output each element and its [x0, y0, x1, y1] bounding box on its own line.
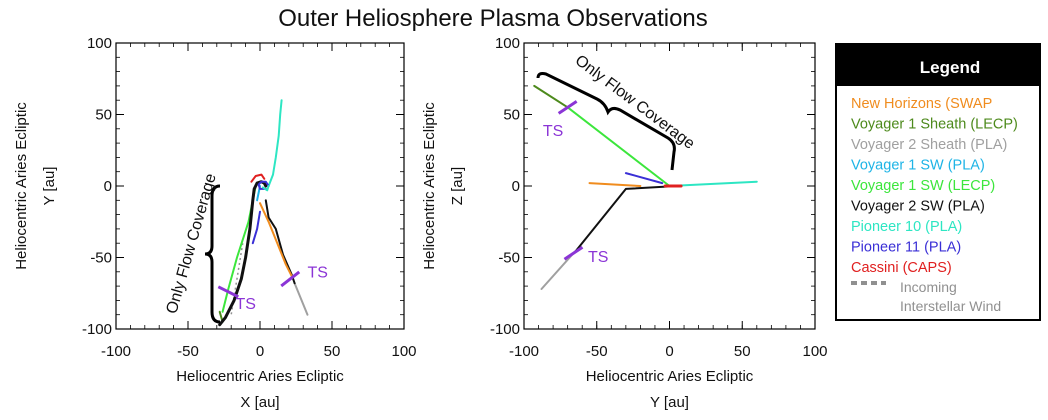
- y-tick-label: 100: [495, 35, 520, 52]
- series-line-new-horizons-swap: [259, 202, 293, 278]
- ts-label: TS: [588, 249, 608, 266]
- x-tick-label: 50: [734, 343, 751, 360]
- y-tick-label: -100: [490, 321, 520, 338]
- coverage-brace: [204, 184, 221, 324]
- y-axis-unit-label: Y [au]: [41, 167, 58, 206]
- y-axis-label: Heliocentric Aries Ecliptic: [421, 102, 438, 270]
- data-layer: [218, 99, 309, 327]
- ts-label: TS: [308, 265, 328, 282]
- series-line-cassini-caps: [250, 173, 266, 183]
- series-line-pioneer-11-pla: [251, 210, 261, 245]
- x-axis-label: Heliocentric Aries Ecliptic: [586, 368, 754, 385]
- series-line-voyager-1-sheath-lecp: [533, 84, 569, 109]
- legend-entry: Voyager 2 SW (PLA): [851, 199, 985, 215]
- x-axis-unit-label: X [au]: [240, 394, 279, 411]
- series-line-pioneer-10-pla: [668, 180, 758, 187]
- plot-right-yz: -100 -50 0 50 100 -100 -50 0 50 100 Heliocentric A…: [421, 35, 828, 411]
- legend-wind-label-line1: Incoming: [900, 279, 957, 295]
- y-tick-label: 50: [95, 107, 112, 124]
- legend-entry: New Horizons (SWAP: [851, 96, 992, 112]
- legend: Legend New Horizons (SWAP Voyager 1 Sheat…: [835, 43, 1041, 321]
- coverage-label: Only Flow Coverage: [572, 52, 698, 153]
- x-tick-label: -100: [509, 343, 539, 360]
- legend-entries: New Horizons (SWAP Voyager 1 Sheath (LECP…: [851, 96, 1018, 276]
- x-tick-label: 50: [324, 343, 341, 360]
- y-tick-label: -50: [498, 250, 520, 267]
- x-tick-label: 0: [256, 343, 264, 360]
- ts-label: TS: [543, 123, 563, 140]
- series-line-voyager-2-sw-pla: [572, 185, 678, 255]
- x-tick-label: -100: [101, 343, 131, 360]
- series-line-new-horizons-swap: [588, 182, 642, 187]
- x-axis-label: Heliocentric Aries Ecliptic: [176, 368, 344, 385]
- coverage-brace: [536, 72, 676, 171]
- y-tick-label: -100: [82, 321, 112, 338]
- x-tick-label: -50: [177, 343, 199, 360]
- y-tick-label: -50: [90, 250, 112, 267]
- legend-entry: Voyager 1 Sheath (LECP): [851, 117, 1018, 133]
- legend-entry: Voyager 1 SW (PLA): [851, 158, 985, 174]
- termination-shock-mark: [563, 245, 584, 261]
- series-line-voyager-2-sheath-pla: [540, 252, 575, 290]
- legend-header: [836, 44, 1040, 86]
- x-tick-label: -50: [586, 343, 608, 360]
- series-line-pioneer-11-near-sun: [257, 180, 270, 190]
- series-line-voyager-2-sw-to-ts: [264, 199, 296, 285]
- series-line-voyager-2-sheath-pla: [293, 282, 309, 316]
- legend-entry: Voyager 1 SW (LECP): [851, 178, 995, 194]
- x-tick-label: 0: [665, 343, 673, 360]
- legend-title: Legend: [920, 58, 980, 77]
- y-axis-label: Heliocentric Aries Ecliptic: [13, 102, 30, 270]
- legend-box: [835, 43, 1041, 321]
- legend-entry: Pioneer 10 (PLA): [851, 219, 962, 235]
- series-line-pioneer-10-near-sun: [261, 185, 270, 192]
- series-line-voyager-1-sw-lecp: [566, 106, 671, 187]
- series-line-pioneer-10-pla: [267, 99, 283, 187]
- plot-left-xy: -100 -50 0 50 100 -100 -50 0 50 100 Heliocentric A…: [13, 35, 417, 411]
- ts-label: TS: [236, 296, 256, 313]
- termination-shock-mark: [280, 270, 301, 288]
- legend-entry: Voyager 2 Sheath (PLA): [851, 137, 1007, 153]
- y-tick-label: 100: [87, 35, 112, 52]
- termination-shock-mark: [557, 100, 578, 115]
- legend-entry: Pioneer 11 (PLA): [851, 240, 961, 256]
- y-tick-label: 0: [104, 178, 112, 195]
- x-axis-unit-label: Y [au]: [650, 394, 689, 411]
- legend-entry: Cassini (CAPS): [851, 260, 952, 276]
- y-tick-label: 50: [503, 107, 520, 124]
- x-tick-label: 100: [391, 343, 416, 360]
- y-axis-unit-label: Z [au]: [449, 167, 466, 205]
- termination-shock-mark: [217, 285, 239, 299]
- legend-wind-label-line2: Interstellar Wind: [900, 298, 1001, 314]
- y-tick-label: 0: [512, 178, 520, 195]
- chart-title: Outer Heliosphere Plasma Observations: [278, 5, 708, 32]
- series-line-pioneer-11-pla: [624, 172, 664, 185]
- x-tick-label: 100: [802, 343, 827, 360]
